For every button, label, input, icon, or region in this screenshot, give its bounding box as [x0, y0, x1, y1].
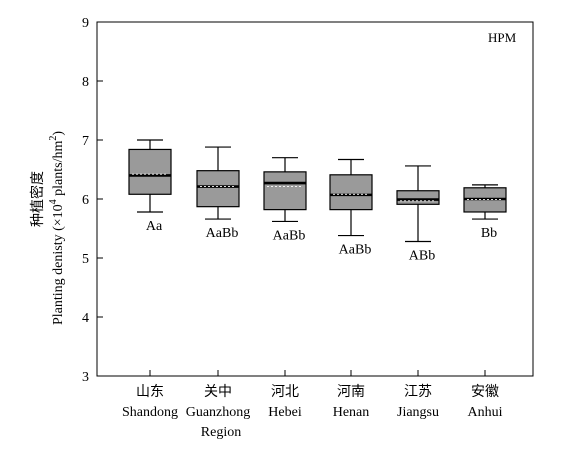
box-body [396, 190, 440, 205]
box-body [263, 171, 307, 211]
x-category-label-en: Henan [333, 405, 370, 420]
significance-label: Bb [481, 226, 497, 241]
box-guanzhong: AaBb [196, 146, 240, 241]
x-category-label-en: Jiangsu [397, 405, 439, 420]
x-category-label-en: Guanzhong [186, 405, 251, 420]
y-tick-label: 9 [82, 16, 89, 31]
box-body [196, 170, 240, 208]
y-tick-label: 3 [82, 370, 89, 385]
y-tick-label: 7 [82, 134, 89, 149]
y-axis-label-en-suffix: ) [51, 131, 66, 136]
x-category-label-cn: 江苏 [404, 384, 432, 400]
significance-label: AaBb [206, 226, 239, 241]
y-axis-label-cn: 种植密度 [29, 171, 46, 227]
panel-label: HPM [488, 30, 517, 45]
y-axis-label-en-sup2: 2 [48, 136, 59, 141]
box-jiangsu: ABb [396, 165, 440, 263]
box-shandong: Aa [128, 139, 172, 234]
y-axis-label-en-sup1: 4 [48, 199, 59, 204]
significance-label: ABb [409, 248, 435, 263]
box-henan: AaBb [329, 158, 373, 258]
significance-label: AaBb [273, 228, 306, 243]
y-axis-ticks: 3 4 5 6 7 8 9 [82, 16, 103, 385]
x-category-label-cn: 河北 [271, 384, 299, 400]
x-category-label-cn: 河南 [337, 384, 365, 400]
box-anhui: Bb [463, 184, 507, 241]
y-tick-label: 5 [82, 252, 89, 267]
box-body [329, 174, 373, 211]
y-tick-label: 6 [82, 193, 89, 208]
significance-label: Aa [146, 219, 163, 234]
x-category-label-en: Anhui [468, 405, 503, 420]
x-category-label-en: Shandong [122, 405, 178, 420]
y-axis-label-cn-group: 种植密度 [29, 171, 46, 227]
x-category-label-en: Hebei [268, 405, 302, 420]
box-hebei: AaBb [263, 157, 307, 243]
box-series: Aa AaBb AaBb AaBb ABb Bb [128, 139, 507, 263]
significance-label: AaBb [339, 243, 372, 258]
y-axis-label-en: Planting denisty (×104 plants/hm2) [48, 131, 66, 325]
y-tick-label: 8 [82, 75, 89, 90]
x-category-label-cn: 关中 [204, 384, 232, 400]
y-axis-label-en-prefix: Planting denisty (×10 [51, 204, 66, 325]
y-tick-label: 4 [82, 311, 89, 326]
x-axis-categories: 山东 Shandong 关中 Guanzhong 河北 Hebei 河南 Henan 江苏 Jia… [122, 370, 503, 420]
x-category-label-cn: 山东 [136, 384, 164, 400]
box-body [128, 148, 172, 195]
y-axis-label-en-group: Planting denisty (×104 plants/hm2) [48, 131, 66, 325]
x-axis-label: Region [201, 425, 241, 440]
y-axis-label-en-mid: plants/hm [51, 141, 66, 200]
x-category-label-cn: 安徽 [471, 384, 499, 400]
